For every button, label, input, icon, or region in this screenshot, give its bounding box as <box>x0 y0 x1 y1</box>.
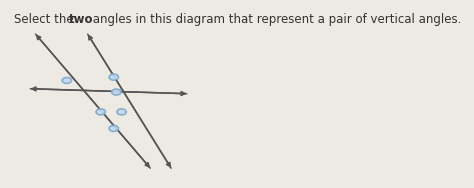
Text: two: two <box>69 13 93 26</box>
Circle shape <box>117 109 126 115</box>
Circle shape <box>109 125 118 131</box>
Text: Select the: Select the <box>14 13 78 26</box>
Circle shape <box>112 89 121 95</box>
Circle shape <box>109 74 118 80</box>
Text: angles in this diagram that represent a pair of vertical angles.: angles in this diagram that represent a … <box>89 13 462 26</box>
Circle shape <box>62 77 72 83</box>
Circle shape <box>96 109 105 115</box>
